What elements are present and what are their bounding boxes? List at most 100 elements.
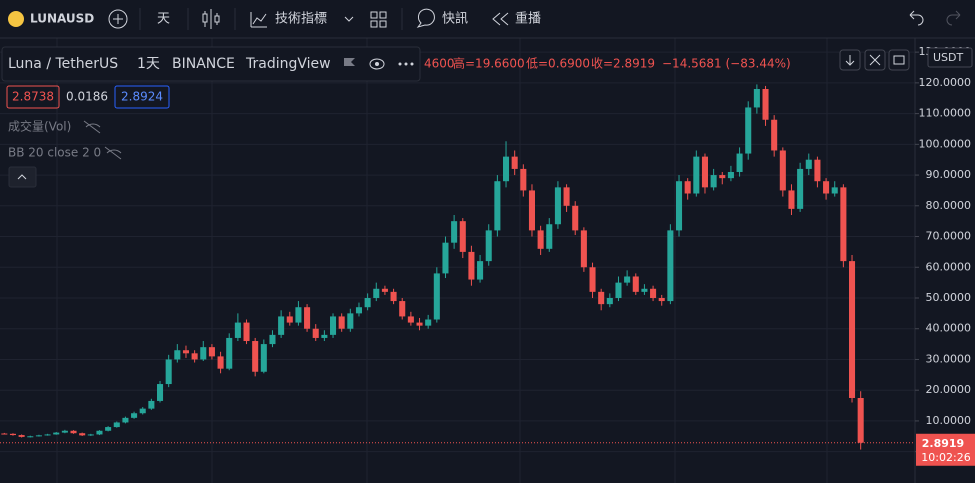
currency: USDT [933,51,964,64]
candle-body [139,408,146,414]
indicators[interactable]: 技術指標 [275,12,327,27]
news[interactable]: 快訊 [442,12,468,27]
candle-body [779,150,786,191]
ask: 2.8924 [121,90,163,104]
ask-box[interactable] [114,85,170,109]
open-value: 4600 [424,57,455,71]
replay-icon[interactable] [492,12,509,26]
last-price-box [916,433,975,466]
candle-body [260,344,267,372]
undo[interactable] [909,10,924,26]
legend-box [1,46,421,82]
candle-body [234,322,241,338]
candle-body [606,297,613,305]
replay[interactable]: 重播 [515,11,541,27]
candle-body [44,434,51,436]
candle-body [814,159,821,182]
candle-body [416,322,423,326]
candle-body [684,181,691,194]
candle-body [650,288,657,298]
candle-body [364,297,371,308]
candle-body [79,433,86,436]
redo[interactable] [946,10,961,26]
candle-body [1,433,8,435]
collapse[interactable] [8,166,37,188]
candle-body [771,119,778,151]
indicators-icon[interactable] [250,12,267,28]
y-tick-label: 20.0000 [926,383,972,396]
candle-body [390,291,397,302]
candle-body [53,432,60,435]
candle-body [563,187,570,206]
layouts[interactable] [370,11,387,28]
candle-body [87,434,94,436]
grid [0,51,915,453]
bid: 2.8738 [12,90,54,104]
candle-body [502,156,510,182]
candle-body [35,435,42,437]
symbol[interactable]: LUNAUSD [30,12,94,26]
candle-body [848,261,856,398]
spread: 0.0186 [66,90,108,104]
y-tick-label: 50.0000 [926,291,972,304]
price-axis: 0.000010.000020.000030.000040.000050.000… [915,45,975,466]
candle-body [381,288,388,292]
candle-body [226,337,233,369]
candle-body [675,181,683,231]
candle-body [182,350,190,354]
candle-body [243,322,250,342]
candle-body [857,397,864,443]
candle-body [208,347,215,357]
candle-body [269,334,276,345]
hide[interactable] [369,58,385,70]
candle-body [312,328,319,338]
volume-indicator: 成交量(Vol) [8,119,71,134]
source: TradingView [245,56,331,72]
candle-body [338,316,345,329]
candle-body [580,230,587,268]
interval[interactable]: 天 [157,12,170,27]
add-symbol[interactable] [108,9,128,29]
candle-body [520,168,527,191]
candle-body [641,288,648,292]
candle-body [554,187,561,225]
bid-box[interactable] [6,85,60,109]
candle-body [805,159,812,169]
candle-body [831,187,838,194]
candle-body [727,171,734,179]
bb-indicator: BB 20 close 2 0 [8,146,101,160]
toolbar [0,0,975,38]
candle-body [156,384,164,401]
last-price-label: 2.8919 [922,437,964,450]
close-value: 收=2.8919 [591,57,655,71]
candle-body [200,347,207,360]
candle-body [788,190,795,209]
candle-body [658,297,665,302]
candle-body [278,316,285,335]
news-icon[interactable] [416,8,435,28]
candle-body [373,288,380,298]
candle-body [632,276,639,292]
candle-body [9,433,17,436]
candle-body [693,156,700,194]
candle-body [217,356,224,369]
candle-body [191,353,198,360]
candle-body [165,359,172,385]
candle-body [477,261,484,280]
candle-body [468,251,475,280]
y-tick-label: 80.0000 [926,199,972,212]
candle-body [321,334,328,338]
candle-body [537,230,544,249]
candle-body [304,307,311,329]
candle-body [762,89,769,120]
candle-body [105,427,112,431]
candle-body [797,168,804,209]
candle-body [546,224,553,249]
more[interactable] [398,62,414,66]
candle-body [433,273,440,320]
currency-box[interactable] [927,47,973,68]
vertical-grid [56,38,828,483]
candle-body [122,417,129,423]
